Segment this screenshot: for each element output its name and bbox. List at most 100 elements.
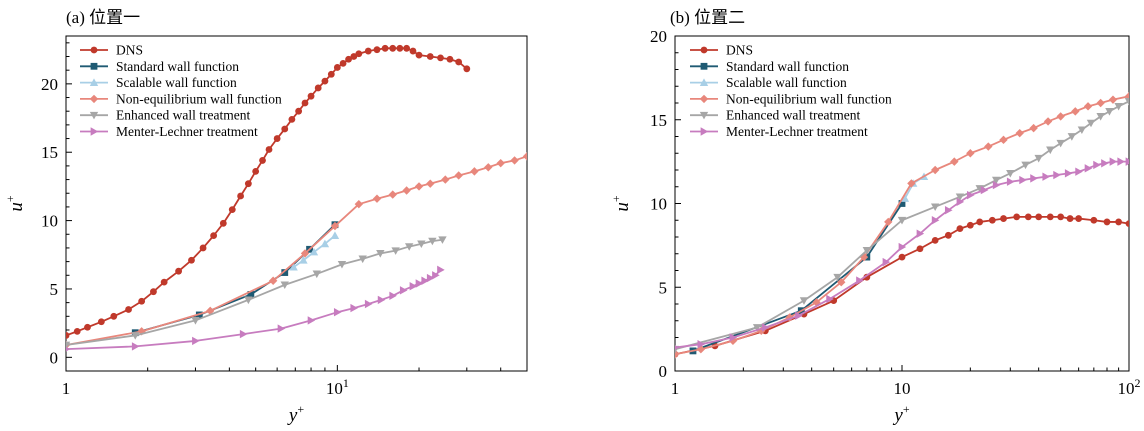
data-point-scalable-wall-function [309, 247, 319, 256]
data-point-dns [321, 77, 329, 85]
x-tick-label: 1 [62, 379, 71, 398]
data-point-non-equilibrium-wall-function [484, 163, 493, 172]
data-point-dns [281, 125, 289, 133]
data-point-menter-lechner-treatment [795, 311, 803, 320]
data-point-enhanced-wall-treatment [833, 273, 842, 282]
data-point-menter-lechner-treatment [761, 323, 770, 332]
data-point-enhanced-wall-treatment [1105, 108, 1114, 116]
data-point-dns [110, 312, 118, 320]
y-tick-label: 15 [650, 111, 667, 130]
data-point-dns [199, 244, 207, 252]
data-point-scalable-wall-function [299, 256, 308, 264]
data-point-non-equilibrium-wall-function [388, 190, 397, 199]
data-point-menter-lechner-treatment [131, 342, 140, 351]
data-point-non-equilibrium-wall-function [785, 313, 794, 322]
data-point-enhanced-wall-treatment [280, 281, 289, 290]
data-point-dns [295, 107, 303, 115]
data-point-non-equilibrium-wall-function [812, 298, 821, 307]
data-point-enhanced-wall-treatment [1056, 139, 1065, 148]
data-point-scalable-wall-function [289, 262, 298, 271]
data-point-dns [150, 288, 157, 296]
data-point-dns [966, 221, 974, 229]
y-tick-label: 0 [659, 362, 668, 381]
data-point-menter-lechner-treatment [239, 329, 248, 339]
legend-label: Enhanced wall treatment [116, 108, 250, 123]
data-point-dns [1000, 215, 1007, 222]
data-point-menter-lechner-treatment [1006, 177, 1015, 186]
data-point-enhanced-wall-treatment [1021, 161, 1030, 170]
data-point-standard-wall-function [247, 291, 255, 298]
plot-series-group [66, 44, 527, 352]
data-point-dns [1024, 213, 1032, 221]
data-point-non-equilibrium-wall-function [354, 199, 364, 209]
data-point-dns [273, 135, 281, 142]
data-point-menter-lechner-treatment [931, 216, 940, 225]
data-point-dns [73, 327, 81, 335]
data-point-dns [898, 253, 906, 261]
data-point-dns [301, 99, 309, 107]
legend-marker [700, 46, 708, 54]
data-point-non-equilibrium-wall-function [1071, 107, 1080, 116]
data-point-non-equilibrium-wall-function [441, 175, 450, 184]
data-point-non-equilibrium-wall-function [402, 186, 411, 195]
series-menter-lechner-treatment [66, 265, 445, 352]
data-point-scalable-wall-function [900, 194, 910, 202]
data-point-non-equilibrium-wall-function [859, 252, 869, 262]
data-point-dns [364, 47, 372, 55]
data-point-dns [1066, 215, 1074, 222]
data-point-dns [931, 236, 939, 244]
data-point-dns [259, 157, 266, 164]
data-point-dns [219, 219, 227, 227]
y-tick-label: 15 [41, 143, 58, 162]
data-point-dns [988, 216, 996, 224]
data-point-dns [265, 146, 273, 153]
data-point-dns [307, 92, 315, 100]
series-scalable-wall-function [289, 231, 340, 271]
data-point-dns [66, 332, 70, 339]
legend-label: Scalable wall function [116, 75, 237, 90]
plot-area-frame [65, 35, 528, 372]
legend-label: Non-equilibrium wall function [116, 91, 282, 106]
data-point-enhanced-wall-treatment [428, 237, 437, 246]
data-point-menter-lechner-treatment [1019, 175, 1027, 185]
data-point-enhanced-wall-treatment [358, 255, 367, 264]
series-line-non-equilibrium-wall-function [66, 155, 527, 346]
legend-label: Menter-Lechner treatment [726, 124, 868, 139]
data-point-enhanced-wall-treatment [131, 332, 140, 340]
data-point-dns [1075, 215, 1083, 222]
data-point-dns [1013, 213, 1021, 221]
y-axis-label: u+ [609, 195, 633, 212]
legend-label: Standard wall function [116, 59, 239, 74]
data-point-scalable-wall-function [320, 239, 330, 248]
data-point-non-equilibrium-wall-function [510, 156, 519, 165]
data-point-enhanced-wall-treatment [244, 296, 253, 305]
data-point-enhanced-wall-treatment [391, 247, 400, 255]
legend-marker [700, 62, 708, 70]
data-point-menter-lechner-treatment [415, 279, 424, 288]
legend-label: DNS [116, 43, 143, 58]
data-point-dns [244, 180, 252, 188]
data-point-menter-lechner-treatment [980, 185, 989, 195]
data-point-dns [175, 267, 182, 275]
data-point-non-equilibrium-wall-function [966, 149, 975, 158]
data-point-menter-lechner-treatment [1075, 167, 1083, 176]
data-point-non-equilibrium-wall-function [884, 217, 893, 227]
data-point-menter-lechner-treatment [856, 276, 864, 285]
data-point-non-equilibrium-wall-function [907, 179, 916, 188]
data-point-dns [1046, 213, 1054, 221]
data-point-dns [210, 232, 218, 240]
data-point-dns [228, 206, 236, 214]
data-point-menter-lechner-treatment [898, 242, 907, 252]
series-dns [66, 44, 471, 339]
data-point-non-equilibrium-wall-function [999, 135, 1008, 145]
legend-label: Menter-Lechner treatment [116, 124, 258, 139]
data-point-dns [125, 306, 132, 313]
data-point-non-equilibrium-wall-function [522, 152, 527, 161]
data-point-dns [426, 53, 434, 60]
data-point-non-equilibrium-wall-function [372, 194, 382, 203]
x-axis-label: y+ [287, 402, 304, 426]
data-point-menter-lechner-treatment [956, 197, 965, 207]
y-tick-label: 5 [659, 278, 668, 297]
